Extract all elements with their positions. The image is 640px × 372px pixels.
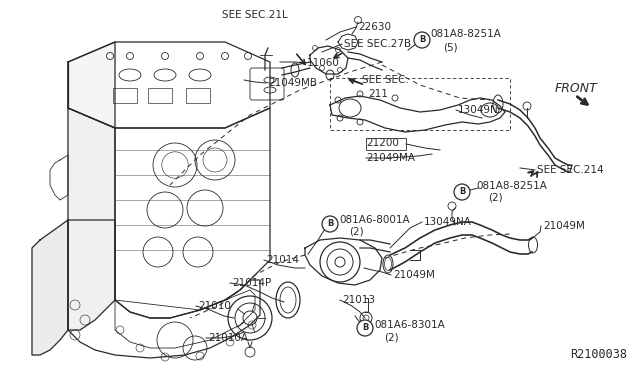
Text: (2): (2) — [349, 227, 364, 237]
Text: 21010A: 21010A — [208, 333, 248, 343]
Text: (2): (2) — [384, 332, 399, 342]
Circle shape — [414, 32, 430, 48]
Text: SEE SEC.21L: SEE SEC.21L — [222, 10, 288, 20]
Text: 081A8-8251A: 081A8-8251A — [476, 181, 547, 191]
Polygon shape — [68, 42, 115, 128]
Text: FRONT: FRONT — [555, 81, 598, 94]
Polygon shape — [32, 220, 68, 355]
Text: 13049NA: 13049NA — [424, 217, 472, 227]
Circle shape — [454, 184, 470, 200]
Bar — [113, 88, 137, 103]
Text: 13049N: 13049N — [458, 105, 499, 115]
Bar — [148, 88, 172, 103]
Text: 11060: 11060 — [307, 58, 340, 68]
Text: B: B — [459, 187, 465, 196]
Text: (5): (5) — [443, 42, 458, 52]
Text: 211: 211 — [368, 89, 388, 99]
Text: 21013: 21013 — [342, 295, 375, 305]
Text: R2100038: R2100038 — [570, 347, 627, 360]
Text: 21049M: 21049M — [393, 270, 435, 280]
Text: 21049MA: 21049MA — [366, 153, 415, 163]
Circle shape — [322, 216, 338, 232]
Text: B: B — [419, 35, 425, 45]
Text: 21010: 21010 — [198, 301, 231, 311]
Bar — [366, 138, 406, 150]
Text: 22630: 22630 — [358, 22, 391, 32]
Bar — [186, 88, 210, 103]
Text: 21049M: 21049M — [543, 221, 585, 231]
Text: 081A6-8001A: 081A6-8001A — [339, 215, 410, 225]
Text: B: B — [362, 324, 368, 333]
Text: 21200: 21200 — [366, 138, 399, 148]
Text: 081A8-8251A: 081A8-8251A — [430, 29, 501, 39]
Text: 21014: 21014 — [266, 255, 299, 265]
Polygon shape — [68, 108, 115, 330]
Text: B: B — [327, 219, 333, 228]
Text: 081A6-8301A: 081A6-8301A — [374, 320, 445, 330]
Text: SEE SEC.: SEE SEC. — [362, 75, 409, 85]
Circle shape — [357, 320, 373, 336]
Text: 21049MB: 21049MB — [268, 78, 317, 88]
Text: SEE SEC.214: SEE SEC.214 — [537, 165, 604, 175]
Text: SEE SEC.27B: SEE SEC.27B — [344, 39, 411, 49]
Text: (2): (2) — [488, 193, 502, 203]
Text: 21014P: 21014P — [232, 278, 271, 288]
